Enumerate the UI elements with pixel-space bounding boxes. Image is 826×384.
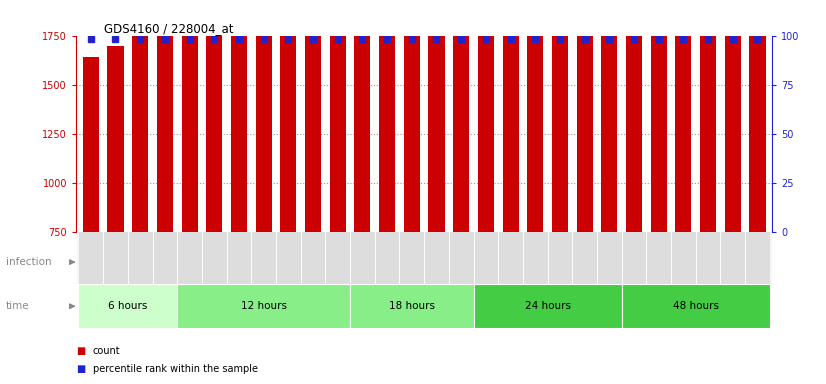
Text: ■: ■: [76, 364, 85, 374]
Bar: [548, 232, 572, 284]
Bar: [622, 232, 647, 284]
Bar: [647, 232, 671, 284]
Bar: [375, 232, 400, 284]
Bar: [325, 232, 350, 284]
Bar: [695, 232, 720, 284]
Bar: [128, 240, 178, 284]
Bar: [552, 0, 568, 232]
Bar: [178, 284, 350, 328]
Bar: [449, 232, 473, 284]
Bar: [498, 232, 523, 284]
Bar: [375, 240, 473, 284]
Bar: [78, 284, 178, 328]
Bar: [577, 0, 593, 232]
Bar: [527, 0, 544, 232]
Bar: [202, 232, 226, 284]
Bar: [107, 46, 124, 232]
Bar: [478, 0, 494, 232]
Bar: [724, 5, 741, 232]
Text: JFH-1 Hepatitis C
Virus: JFH-1 Hepatitis C Virus: [268, 252, 333, 272]
Bar: [305, 0, 321, 232]
Text: control: control: [620, 258, 648, 266]
Text: JFH-1 Hepa
titis C Virus: JFH-1 Hepa titis C Virus: [131, 252, 174, 272]
Bar: [453, 10, 469, 232]
Bar: [502, 0, 519, 232]
Bar: [404, 7, 420, 232]
Bar: [473, 232, 498, 284]
Text: 6 hours: 6 hours: [108, 301, 148, 311]
Bar: [276, 232, 301, 284]
Bar: [700, 25, 716, 232]
Bar: [350, 284, 473, 328]
Bar: [597, 232, 622, 284]
Bar: [647, 240, 770, 284]
Text: GDS4160 / 228004_at: GDS4160 / 228004_at: [104, 22, 233, 35]
Bar: [498, 240, 622, 284]
Text: percentile rank within the sample: percentile rank within the sample: [93, 364, 258, 374]
Bar: [251, 232, 276, 284]
Text: time: time: [6, 301, 30, 311]
Bar: [330, 21, 346, 232]
Bar: [671, 232, 695, 284]
Bar: [255, 0, 272, 232]
Bar: [400, 232, 425, 284]
Text: 18 hours: 18 hours: [389, 301, 434, 311]
Bar: [379, 4, 395, 232]
Bar: [523, 232, 548, 284]
Bar: [182, 0, 197, 232]
Bar: [178, 240, 251, 284]
Bar: [622, 240, 647, 284]
Bar: [78, 240, 128, 284]
Text: 48 hours: 48 hours: [672, 301, 719, 311]
Bar: [103, 232, 128, 284]
Bar: [83, 58, 99, 232]
Bar: [350, 232, 375, 284]
Text: JFH-1 Hepatitis C
Virus: JFH-1 Hepatitis C Virus: [528, 252, 592, 272]
Bar: [626, 0, 642, 232]
Text: control: control: [90, 258, 116, 266]
Bar: [651, 0, 667, 232]
Bar: [78, 232, 103, 284]
Bar: [622, 284, 770, 328]
Bar: [157, 0, 173, 232]
Bar: [178, 232, 202, 284]
Text: control: control: [472, 258, 499, 266]
Text: ■: ■: [76, 346, 85, 356]
Bar: [251, 240, 350, 284]
Text: count: count: [93, 346, 120, 356]
Bar: [745, 232, 770, 284]
Bar: [749, 16, 766, 232]
Text: control: control: [201, 258, 228, 266]
Bar: [132, 0, 148, 232]
Bar: [128, 232, 153, 284]
Bar: [425, 232, 449, 284]
Bar: [350, 240, 375, 284]
Bar: [601, 0, 617, 232]
Text: JFH-1 Hepatitis C
Virus: JFH-1 Hepatitis C Virus: [676, 252, 740, 272]
Bar: [354, 3, 370, 232]
Bar: [473, 284, 622, 328]
Bar: [572, 232, 597, 284]
Text: infection: infection: [6, 257, 51, 267]
Bar: [473, 240, 498, 284]
Text: 12 hours: 12 hours: [240, 301, 287, 311]
Bar: [153, 232, 178, 284]
Bar: [280, 0, 297, 232]
Bar: [720, 232, 745, 284]
Bar: [206, 0, 222, 232]
Bar: [429, 11, 444, 232]
Text: 24 hours: 24 hours: [525, 301, 571, 311]
Bar: [231, 0, 247, 232]
Bar: [676, 0, 691, 232]
Text: JFH-1 Hepatitis C
Virus: JFH-1 Hepatitis C Virus: [392, 252, 457, 272]
Text: control: control: [349, 258, 376, 266]
Bar: [226, 232, 251, 284]
Bar: [301, 232, 325, 284]
